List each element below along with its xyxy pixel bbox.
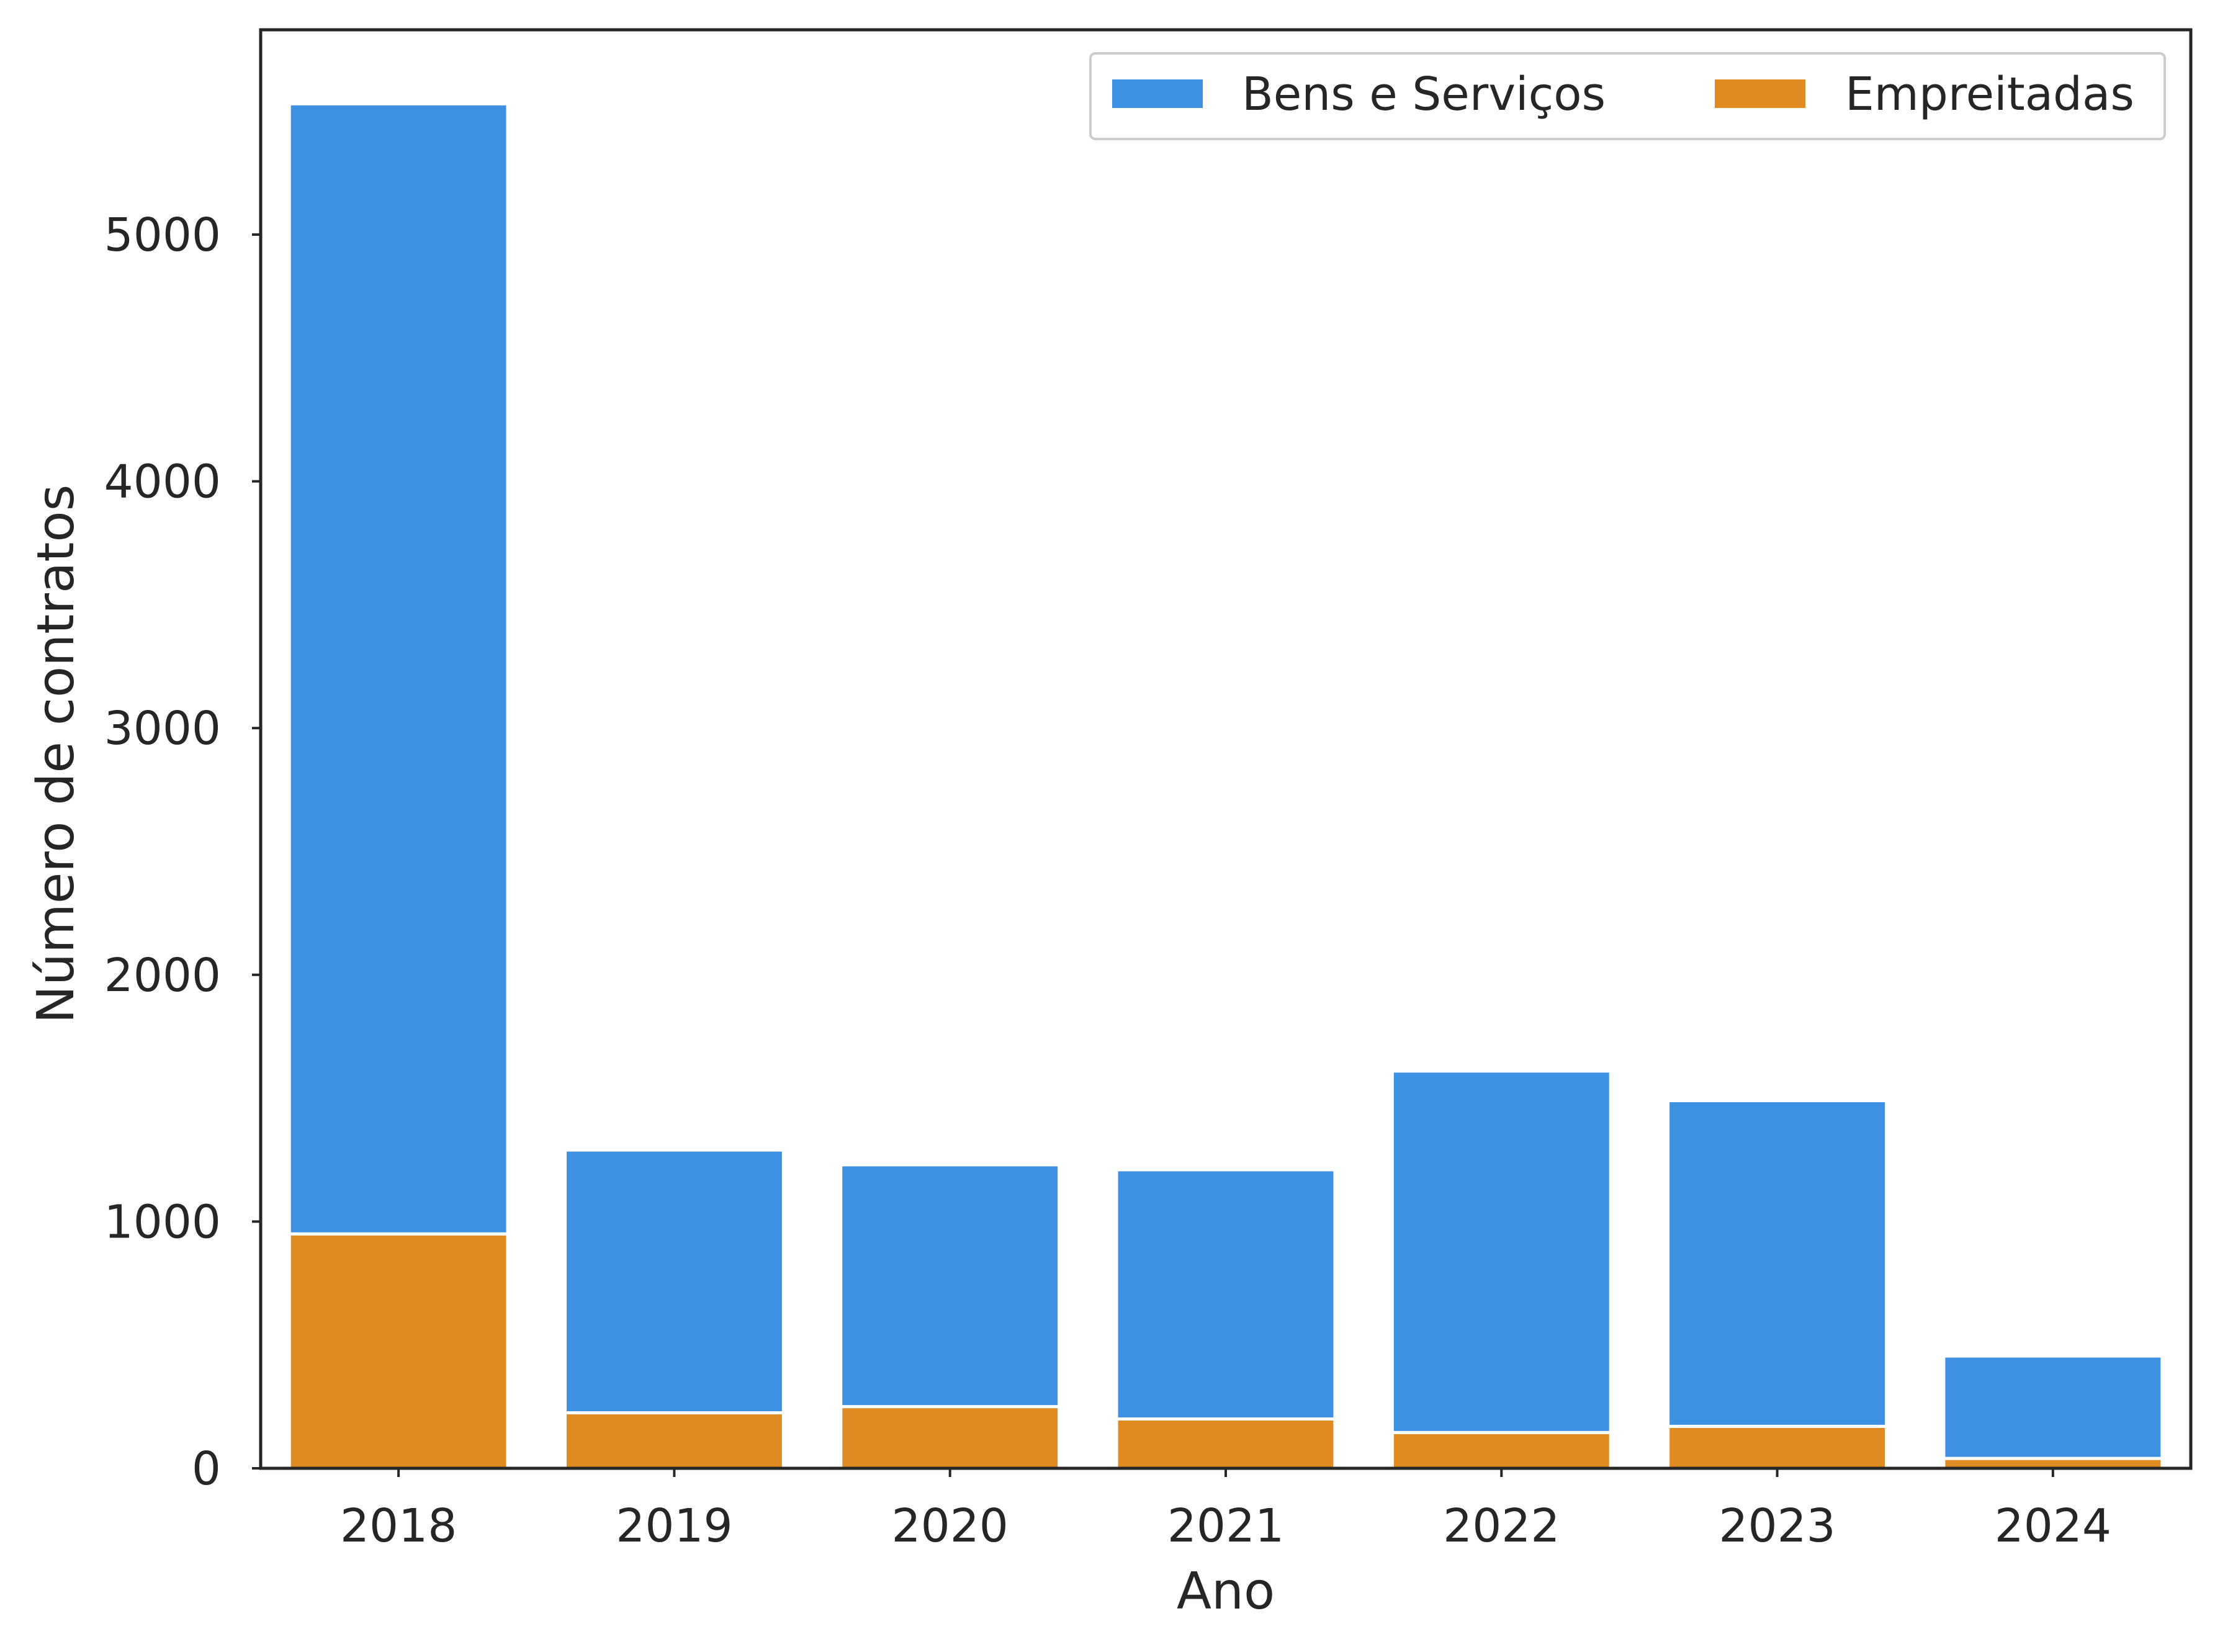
y-tick-label-0: 0 bbox=[192, 1442, 221, 1496]
bar-bens-e-servicos-2019 bbox=[563, 1148, 785, 1415]
bar-bens-e-servicos-2018 bbox=[287, 102, 510, 1236]
x-tick-label-2021: 2021 bbox=[1167, 1499, 1284, 1553]
x-tick-label-2019: 2019 bbox=[616, 1499, 732, 1553]
y-axis-ticks: 0 1000 2000 3000 4000 5000 bbox=[104, 209, 261, 1496]
legend-box bbox=[1089, 52, 2166, 140]
x-axis-ticks: 2018 2019 2020 2021 2022 2023 2024 bbox=[340, 1468, 2111, 1553]
legend-swatch-bens-e-servicos bbox=[1112, 79, 1203, 108]
legend-label-bens-e-servicos: Bens e Serviços bbox=[1242, 68, 1606, 121]
bar-empreitadas-2021 bbox=[1115, 1417, 1337, 1470]
y-tick-label-5000: 5000 bbox=[104, 209, 221, 262]
bar-empreitadas-2023 bbox=[1666, 1424, 1889, 1470]
x-tick-label-2020: 2020 bbox=[892, 1499, 1009, 1553]
legend: Bens e Serviços Empreitadas bbox=[1089, 52, 2166, 140]
bar-bens-e-servicos-2024 bbox=[1942, 1354, 2164, 1460]
y-tick-label-4000: 4000 bbox=[104, 456, 221, 509]
bar-bens-e-servicos-2020 bbox=[839, 1163, 1061, 1409]
y-tick-label-3000: 3000 bbox=[104, 702, 221, 755]
bar-empreitadas-2018 bbox=[287, 1232, 510, 1470]
x-tick-label-2023: 2023 bbox=[1719, 1499, 1835, 1553]
y-tick-label-2000: 2000 bbox=[104, 949, 221, 1002]
bar-empreitadas-2019 bbox=[563, 1411, 785, 1470]
y-tick-label-1000: 1000 bbox=[104, 1195, 221, 1249]
y-axis-label: Número de contratos bbox=[27, 485, 86, 1024]
bar-bens-e-servicos-2021 bbox=[1115, 1168, 1337, 1421]
bar-empreitadas-2022 bbox=[1390, 1430, 1612, 1470]
bars-layer bbox=[287, 102, 2164, 1470]
x-axis-label: Ano bbox=[1177, 1562, 1275, 1621]
x-tick-label-2022: 2022 bbox=[1443, 1499, 1560, 1553]
bar-bens-e-servicos-2022 bbox=[1390, 1069, 1612, 1434]
bar-empreitadas-2020 bbox=[839, 1405, 1061, 1470]
x-tick-label-2024: 2024 bbox=[1995, 1499, 2111, 1553]
x-tick-label-2018: 2018 bbox=[340, 1499, 457, 1553]
legend-swatch-empreitadas bbox=[1715, 79, 1805, 108]
legend-label-empreitadas: Empreitadas bbox=[1845, 68, 2134, 121]
bar-bens-e-servicos-2023 bbox=[1666, 1099, 1889, 1428]
